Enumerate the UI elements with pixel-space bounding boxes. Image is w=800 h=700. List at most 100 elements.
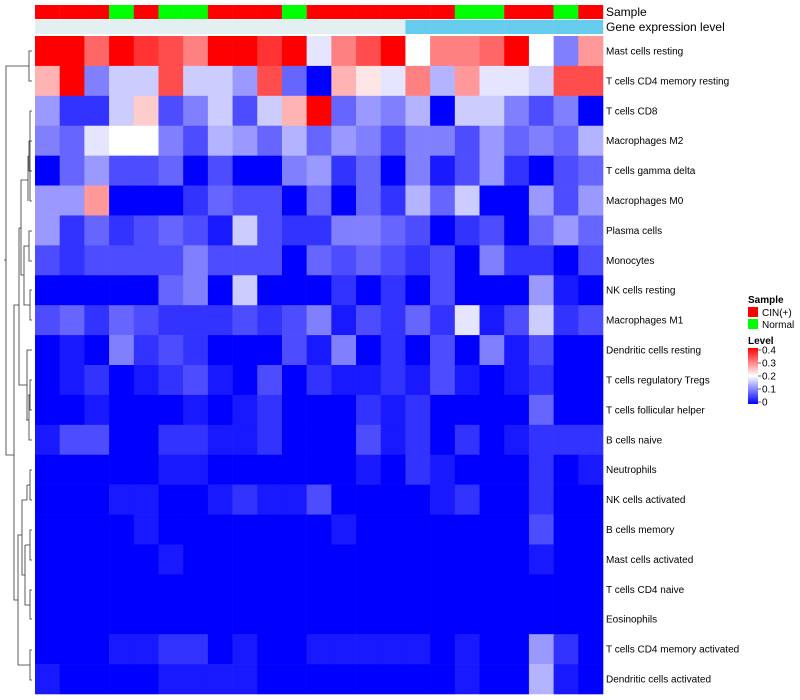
heatmap-cell	[405, 125, 431, 156]
row-label: Mast cells activated	[606, 555, 693, 566]
heatmap-cell	[504, 36, 530, 67]
heatmap-cell	[133, 305, 159, 336]
heatmap-cell	[528, 95, 554, 127]
heatmap-cell	[528, 65, 554, 97]
heatmap-cell	[109, 664, 135, 695]
heatmap-cell	[158, 484, 184, 515]
heatmap-cell	[158, 65, 184, 97]
heatmap-cell	[356, 275, 382, 306]
heatmap-cell	[133, 185, 159, 216]
heatmap-cell	[356, 514, 382, 545]
heatmap-cell	[454, 664, 480, 695]
heatmap-cell	[84, 215, 110, 246]
heatmap-cell	[331, 574, 357, 605]
heatmap-cell	[454, 185, 480, 216]
row-label: NK cells resting	[606, 286, 675, 297]
heatmap-cell	[405, 424, 431, 456]
heatmap-cell	[207, 65, 233, 97]
gene-level-annotation-cell	[306, 20, 332, 34]
heatmap-cell	[380, 305, 406, 336]
gene-level-annotation-cell	[158, 20, 184, 34]
heatmap-cell	[207, 305, 233, 336]
heatmap-cell	[405, 245, 431, 276]
heatmap-cell	[158, 664, 184, 695]
heatmap-cell	[207, 155, 233, 186]
heatmap-cell	[257, 664, 283, 695]
gene-level-annotation-cell	[35, 20, 60, 34]
heatmap-cell	[59, 335, 85, 366]
heatmap-cell	[183, 65, 209, 97]
heatmap-cell	[207, 604, 233, 635]
heatmap-cell	[380, 424, 406, 456]
heatmap-cell	[578, 514, 604, 545]
heatmap-cell	[454, 36, 480, 67]
heatmap-cell	[257, 215, 283, 246]
heatmap-cell	[356, 604, 382, 635]
sample-annotation-cell	[553, 5, 579, 19]
heatmap-cell	[183, 275, 209, 306]
heatmap-cell	[479, 65, 505, 97]
heatmap-cell	[553, 604, 579, 635]
heatmap-cell	[553, 155, 579, 186]
heatmap-cell	[59, 664, 85, 695]
heatmap-cell	[405, 604, 431, 635]
heatmap-cell	[232, 484, 258, 515]
heatmap-cell	[84, 454, 110, 485]
heatmap-cell	[430, 544, 456, 575]
heatmap-cell	[380, 484, 406, 515]
heatmap-cell	[158, 634, 184, 665]
heatmap-cell	[504, 604, 530, 635]
heatmap-cell	[380, 604, 406, 635]
heatmap-cell	[578, 394, 604, 426]
heatmap-cell	[183, 514, 209, 545]
heatmap-cell	[479, 514, 505, 545]
heatmap-cell	[59, 544, 85, 575]
heatmap-cell	[430, 275, 456, 306]
heatmap-cell	[59, 36, 85, 67]
heatmap-cell	[528, 36, 554, 67]
heatmap-cell	[109, 365, 135, 396]
sample-annotation-cell	[183, 5, 209, 19]
row-label: T cells CD8	[606, 106, 658, 117]
heatmap-cell	[281, 95, 307, 127]
heatmap-cell	[281, 36, 307, 67]
heatmap-cell	[183, 155, 209, 186]
heatmap-cell	[281, 394, 307, 426]
heatmap-cell	[553, 185, 579, 216]
heatmap-cell	[59, 424, 85, 456]
heatmap-cell	[454, 305, 480, 336]
heatmap-cell	[528, 155, 554, 186]
heatmap-cell	[356, 484, 382, 515]
heatmap-cell	[553, 514, 579, 545]
heatmap-cell	[430, 514, 456, 545]
sample-annotation-cell	[578, 5, 604, 19]
heatmap-cell	[133, 275, 159, 306]
heatmap-cell	[528, 125, 554, 156]
heatmap-cell	[331, 664, 357, 695]
heatmap-cell	[430, 125, 456, 156]
heatmap-cell	[356, 544, 382, 575]
heatmap-cell	[232, 245, 258, 276]
heatmap-cell	[183, 544, 209, 575]
heatmap-cell	[207, 454, 233, 485]
heatmap-cell	[405, 335, 431, 366]
heatmap-cell	[35, 125, 60, 156]
row-label: T cells follicular helper	[606, 405, 705, 416]
sample-annotation-cell	[331, 5, 357, 19]
heatmap-cell	[183, 424, 209, 456]
heatmap-cell	[232, 424, 258, 456]
level-legend-tick-label: 0.2	[762, 372, 776, 383]
heatmap-cell	[479, 185, 505, 216]
heatmap-cell	[133, 95, 159, 127]
heatmap-cell	[35, 305, 60, 336]
heatmap-cell	[331, 155, 357, 186]
heatmap-cell	[553, 36, 579, 67]
heatmap-cell	[504, 514, 530, 545]
heatmap-cell	[380, 65, 406, 97]
heatmap-cell	[405, 544, 431, 575]
heatmap-cell	[306, 65, 332, 97]
heatmap-cell	[578, 664, 604, 695]
heatmap-cell	[35, 424, 60, 456]
row-label: Eosinophils	[606, 615, 657, 626]
heatmap-cell	[207, 215, 233, 246]
